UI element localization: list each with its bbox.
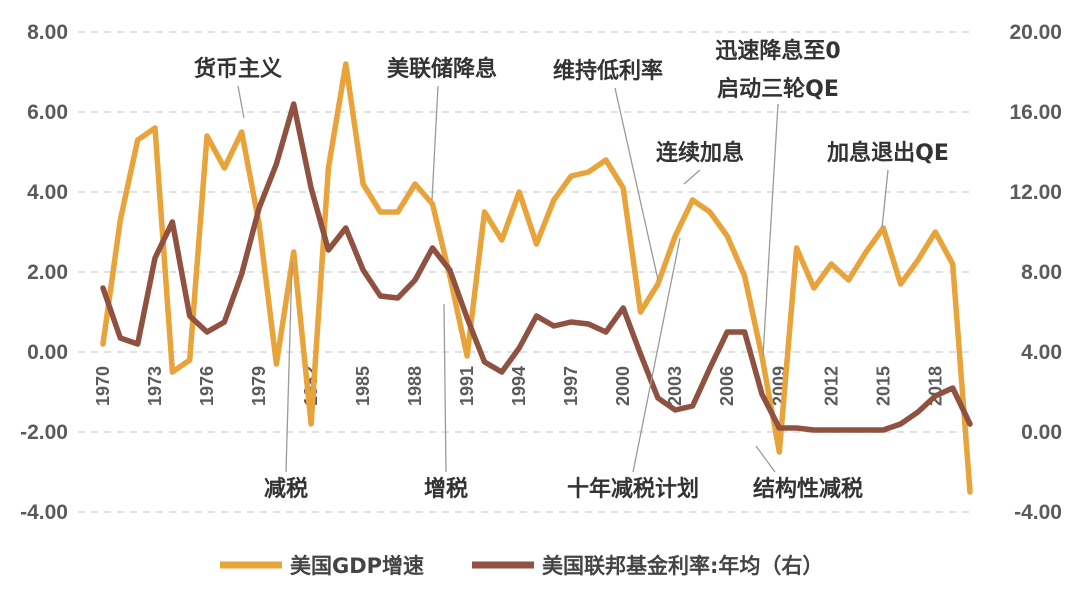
left-axis-tick: 2.00 <box>27 261 68 284</box>
right-axis-tick: 8.00 <box>1021 261 1062 284</box>
right-axis-tick: 20.00 <box>1009 21 1062 44</box>
annotation-tax-cut: 减税 <box>264 476 308 502</box>
left-axis-tick: 4.00 <box>27 181 68 204</box>
x-axis-tick: 1994 <box>509 366 529 406</box>
annotation-hike-exit-qe: 加息退出QE <box>826 140 949 166</box>
right-axis-tick: 4.00 <box>1021 341 1062 364</box>
right-axis-tick: 12.00 <box>1009 181 1062 204</box>
right-axis-tick: -4.00 <box>1014 501 1062 524</box>
right-axis-tick-labels: 20.00 16.00 12.00 8.00 4.00 0.00 -4.00 <box>1009 21 1062 524</box>
x-axis-tick: 1979 <box>249 366 269 406</box>
left-axis-tick: 6.00 <box>27 101 68 124</box>
annotation-leader-line <box>632 237 681 473</box>
annotation-leader-line <box>237 85 245 119</box>
x-axis-tick: 2000 <box>613 366 633 406</box>
annotation-leader-line <box>683 169 701 185</box>
annotation-consecutive-hikes: 连续加息 <box>656 140 744 166</box>
annotation-leader-line <box>614 87 659 281</box>
x-axis-tick: 1973 <box>145 366 165 406</box>
x-axis-tick-labels: 1970 1973 1976 1979 1982 1985 1988 1991 1994 1997… <box>93 366 945 406</box>
x-axis-tick: 1988 <box>405 366 425 406</box>
legend: 美国GDP增速 美国联邦基金利率:年均（右） <box>220 554 823 578</box>
x-axis-tick: 2012 <box>821 366 841 406</box>
annotation-rapid-cut-to-zero: 迅速降息至0 <box>715 38 840 64</box>
right-axis-tick: 0.00 <box>1021 421 1062 444</box>
annotation-tax-increase: 增税 <box>424 476 468 502</box>
x-axis-tick: 1991 <box>457 366 477 406</box>
x-axis-tick: 1997 <box>561 366 581 406</box>
annotation-ten-year-tax-cut-plan: 十年减税计划 <box>567 476 699 502</box>
series-line-gdp-growth <box>100 61 973 495</box>
legend-label-fed-rate: 美国联邦基金利率:年均（右） <box>542 554 823 578</box>
x-axis-tick: 1976 <box>197 366 217 406</box>
annotation-leader-line <box>762 103 779 357</box>
annotation-keep-low-rates: 维持低利率 <box>553 58 663 84</box>
x-axis-tick: 2015 <box>873 366 893 406</box>
annotation-structural-tax-cut: 结构性减税 <box>753 476 863 502</box>
annotation-leader-line <box>755 445 776 473</box>
left-axis-tick: 0.00 <box>27 341 68 364</box>
annotation-leader-line <box>881 169 889 229</box>
series-line-fed-funds-rate <box>100 101 973 433</box>
grid-lines <box>78 31 975 513</box>
annotation-leader-lines <box>237 85 889 473</box>
left-axis-tick: -2.00 <box>20 421 68 444</box>
left-axis-tick: 8.00 <box>27 21 68 44</box>
legend-label-gdp: 美国GDP增速 <box>290 554 424 578</box>
annotation-leader-line <box>285 261 293 473</box>
annotation-fed-rate-cut: 美联储降息 <box>387 56 497 82</box>
right-axis-tick: 16.00 <box>1009 101 1062 124</box>
left-axis-tick-labels: 8.00 6.00 4.00 2.00 0.00 -2.00 -4.00 <box>20 21 68 524</box>
x-axis-tick: 1970 <box>93 366 113 406</box>
x-axis-tick: 1985 <box>353 366 373 406</box>
annotation-launch-three-qe: 启动三轮QE <box>717 76 839 102</box>
annotation-monetarism: 货币主义 <box>194 56 282 82</box>
x-axis-tick: 2003 <box>665 366 685 406</box>
annotation-leader-line <box>431 85 439 201</box>
annotations: 货币主义 美联储降息 维持低利率 迅速降息至0 启动三轮QE 连续加息 加息退出… <box>194 38 949 502</box>
annotation-leader-line <box>443 303 447 473</box>
left-axis-tick: -4.00 <box>20 501 68 524</box>
series-lines <box>100 61 973 495</box>
x-axis-tick: 2006 <box>717 366 737 406</box>
